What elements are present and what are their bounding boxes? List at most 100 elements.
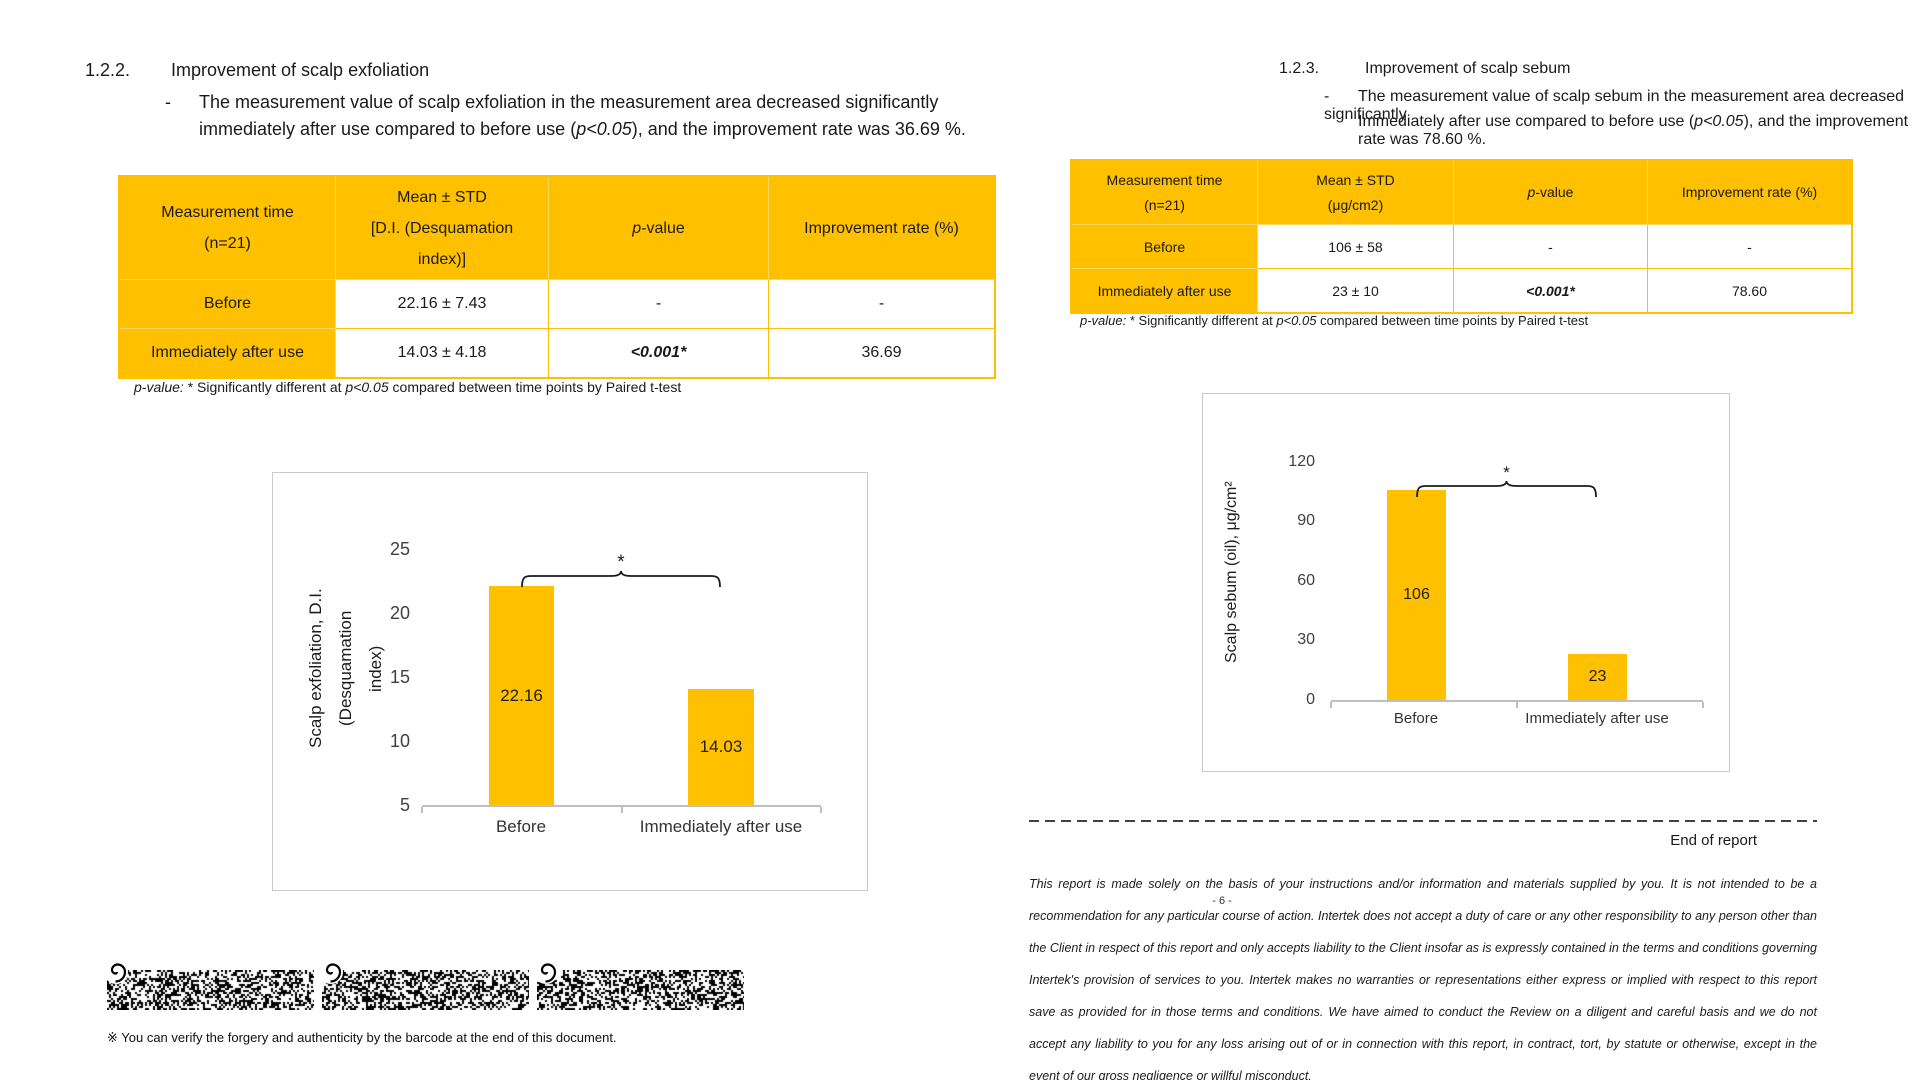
x-axis-tick-mark (1330, 702, 1332, 708)
paragraph-exfoliation-line2: immediately after use compared to before… (199, 119, 966, 140)
column-header: Improvement rate (%) (769, 176, 996, 280)
x-axis-label-after: Immediately after use (1525, 710, 1668, 727)
bar-before: 22.16 (489, 586, 554, 805)
p-value-cell: - (549, 280, 769, 329)
section-title: Improvement of scalp sebum (1365, 60, 1570, 77)
table-footnote: p-value: * Significantly different at p<… (134, 379, 681, 395)
x-axis-label-before: Before (1394, 710, 1438, 727)
x-axis-tick-mark (1516, 702, 1518, 708)
y-axis-tick-label: 15 (390, 668, 410, 686)
end-of-report-label: End of report (1557, 832, 1757, 849)
y-axis-tick-label: 0 (1306, 692, 1315, 708)
x-axis-tick-mark (421, 807, 423, 813)
exfoliation-chart: Scalp exfoliation, D.I.(Desquamation ind… (272, 472, 868, 891)
y-axis-ticks: 5 10 15 20 25 (368, 532, 416, 805)
row-label-cell: Before (1071, 225, 1258, 269)
bar-value-label: 22.16 (500, 686, 543, 706)
mean-cell: 106 ± 58 (1258, 225, 1454, 269)
table-header-row: Measurement time (n=21) Mean ± STD (μg/c… (1071, 160, 1852, 225)
row-label-cell: Immediately after use (119, 329, 336, 379)
p-value-cell: - (1454, 225, 1648, 269)
section-number: 1.2.2. (85, 60, 171, 81)
bar-immediately-after-use: 23 (1568, 654, 1627, 700)
verification-barcode (107, 970, 314, 1010)
p-value-cell: <0.001* (549, 329, 769, 379)
bullet-dash: - (165, 92, 199, 113)
column-header: Mean ± STD [D.I. (Desquamation index)] (336, 176, 549, 280)
table-row: Before 106 ± 58 - - (1071, 225, 1852, 269)
paragraph-exfoliation-line1: - The measurement value of scalp exfoliat… (165, 92, 938, 113)
report-page: 1.2.2. Improvement of scalp exfoliation -… (0, 0, 1920, 1080)
barcode-image (107, 970, 314, 1010)
report-end-divider (1029, 820, 1817, 822)
y-axis-label: Scalp sebum (oil), μg/cm² (1219, 444, 1245, 700)
y-axis-tick-label: 10 (390, 732, 410, 750)
mean-cell: 22.16 ± 7.43 (336, 280, 549, 329)
bracket-shape (1416, 480, 1597, 498)
table-header-row: Measurement time (n=21) Mean ± STD [D.I.… (119, 176, 995, 280)
column-header: Mean ± STD (μg/cm2) (1258, 160, 1454, 225)
bar-before: 106 (1387, 490, 1446, 700)
plot-area: 22.16 14.03 * (422, 532, 821, 807)
section-heading-sebum: 1.2.3. Improvement of scalp sebum (1279, 60, 1570, 78)
table-row: Before 22.16 ± 7.43 - - (119, 280, 995, 329)
y-axis-tick-label: 5 (400, 796, 410, 814)
significance-star: * (1416, 466, 1597, 480)
column-header: Measurement time (n=21) (1071, 160, 1258, 225)
row-label-cell: Immediately after use (1071, 269, 1258, 314)
p-value-cell: <0.001* (1454, 269, 1648, 314)
barcode-swirl-icon (533, 959, 559, 985)
column-header: p-value (1454, 160, 1648, 225)
barcode-image (537, 970, 744, 1010)
bullet-dash: - (1324, 88, 1358, 106)
y-axis-tick-label: 25 (390, 540, 410, 558)
column-header: p-value (549, 176, 769, 280)
y-axis-tick-label: 120 (1288, 454, 1315, 470)
y-axis-tick-label: 90 (1297, 513, 1315, 529)
x-axis-tick-mark (1702, 702, 1704, 708)
significance-bracket: * (1416, 466, 1597, 498)
section-number: 1.2.3. (1279, 60, 1365, 78)
barcode-image (322, 970, 529, 1010)
significance-star: * (521, 556, 721, 570)
barcode-swirl-icon (103, 959, 129, 985)
x-axis-label-before: Before (496, 817, 546, 837)
significance-bracket: * (521, 556, 721, 588)
rate-cell: 36.69 (769, 329, 996, 379)
paragraph-sebum-line2: Immediately after use compared to before… (1358, 113, 1920, 149)
y-axis-tick-label: 30 (1297, 632, 1315, 648)
barcode-verification-note: ※ You can verify the forgery and authent… (107, 1030, 617, 1046)
x-axis-label-after: Immediately after use (640, 817, 803, 837)
verification-barcode (322, 970, 529, 1010)
column-header: Improvement rate (%) (1648, 160, 1853, 225)
section-title: Improvement of scalp exfoliation (171, 60, 429, 80)
barcode-swirl-icon (318, 959, 344, 985)
exfoliation-table: Measurement time (n=21) Mean ± STD [D.I.… (118, 175, 996, 379)
x-axis-tick-mark (621, 807, 623, 813)
bar-value-label: 106 (1403, 586, 1430, 604)
sebum-chart: Scalp sebum (oil), μg/cm² 0 30 60 90 120 106… (1202, 393, 1730, 772)
verification-barcode (537, 970, 744, 1010)
row-label-cell: Before (119, 280, 336, 329)
y-axis-ticks: 0 30 60 90 120 (1265, 444, 1321, 700)
bar-value-label: 14.03 (700, 737, 743, 757)
y-axis-tick-label: 20 (390, 604, 410, 622)
bracket-shape (521, 570, 721, 588)
disclaimer-paragraph: This report is made solely on the basis … (1029, 868, 1817, 1080)
section-heading-exfoliation: 1.2.2. Improvement of scalp exfoliation (85, 60, 429, 81)
y-axis-tick-label: 60 (1297, 573, 1315, 589)
mean-cell: 23 ± 10 (1258, 269, 1454, 314)
mean-cell: 14.03 ± 4.18 (336, 329, 549, 379)
column-header: Measurement time (n=21) (119, 176, 336, 280)
rate-cell: - (1648, 225, 1853, 269)
bar-value-label: 23 (1589, 668, 1607, 686)
plot-area: 106 23 * (1331, 444, 1703, 702)
table-row: Immediately after use 14.03 ± 4.18 <0.00… (119, 329, 995, 379)
sebum-table: Measurement time (n=21) Mean ± STD (μg/c… (1070, 159, 1853, 314)
rate-cell: - (769, 280, 996, 329)
x-axis-tick-mark (820, 807, 822, 813)
table-row: Immediately after use 23 ± 10 <0.001* 78… (1071, 269, 1852, 314)
bar-immediately-after-use: 14.03 (688, 689, 754, 805)
table-footnote: p-value: * Significantly different at p<… (1080, 313, 1588, 328)
rate-cell: 78.60 (1648, 269, 1853, 314)
